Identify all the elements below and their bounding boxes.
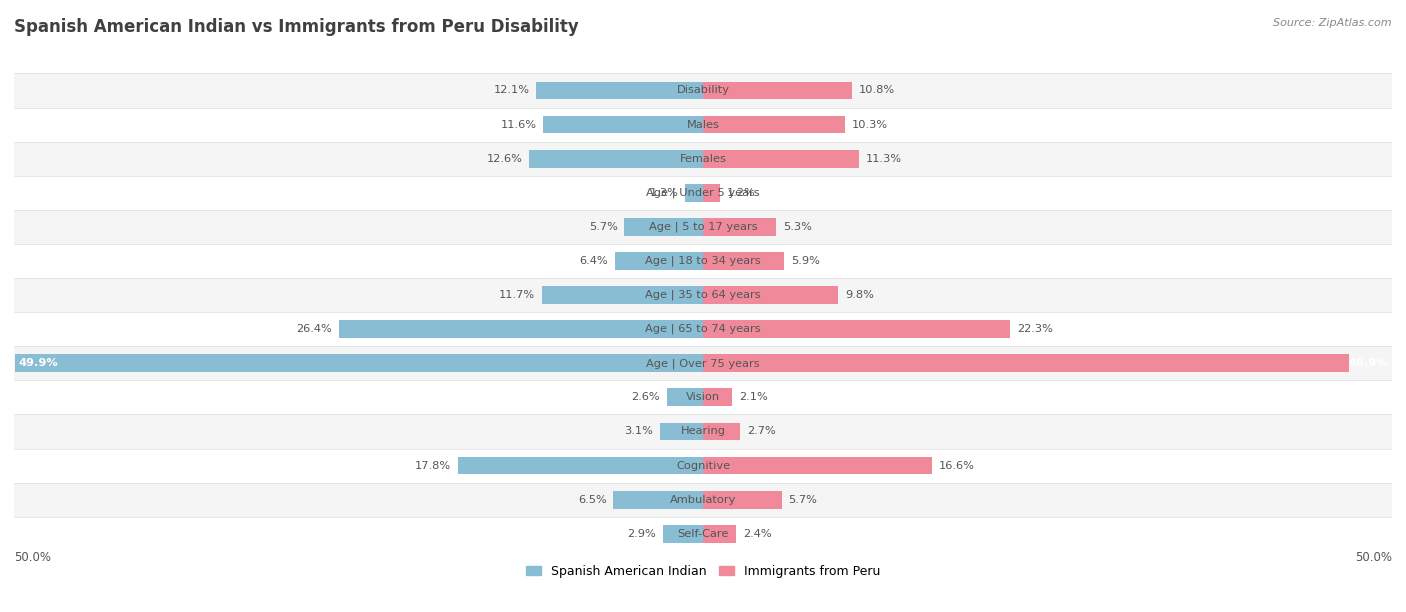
Bar <box>15 354 703 372</box>
Text: 2.1%: 2.1% <box>738 392 768 402</box>
Bar <box>14 380 1392 414</box>
Bar <box>703 218 776 236</box>
Text: Cognitive: Cognitive <box>676 461 730 471</box>
Text: 9.8%: 9.8% <box>845 290 873 300</box>
Text: 5.3%: 5.3% <box>783 222 811 232</box>
Text: Age | 5 to 17 years: Age | 5 to 17 years <box>648 222 758 232</box>
Text: 22.3%: 22.3% <box>1017 324 1053 334</box>
Bar <box>14 244 1392 278</box>
Text: Vision: Vision <box>686 392 720 402</box>
Bar <box>14 73 1392 108</box>
Bar <box>14 517 1392 551</box>
Bar <box>339 320 703 338</box>
Bar <box>703 184 720 201</box>
Text: Self-Care: Self-Care <box>678 529 728 539</box>
Bar <box>664 525 703 543</box>
Text: 10.3%: 10.3% <box>852 119 889 130</box>
Bar <box>14 414 1392 449</box>
Text: Age | Over 75 years: Age | Over 75 years <box>647 358 759 368</box>
Bar <box>703 81 852 99</box>
Bar <box>703 286 838 304</box>
Bar <box>703 491 782 509</box>
Text: 50.0%: 50.0% <box>14 551 51 564</box>
Text: 2.9%: 2.9% <box>627 529 657 539</box>
Bar <box>703 320 1011 338</box>
Bar <box>703 252 785 270</box>
Text: Age | 18 to 34 years: Age | 18 to 34 years <box>645 256 761 266</box>
Text: 5.9%: 5.9% <box>792 256 820 266</box>
Text: Age | 35 to 64 years: Age | 35 to 64 years <box>645 290 761 300</box>
Text: 12.1%: 12.1% <box>494 86 530 95</box>
Bar <box>703 354 1350 372</box>
Bar <box>14 278 1392 312</box>
Bar <box>458 457 703 474</box>
Text: 16.6%: 16.6% <box>939 461 974 471</box>
Bar <box>14 176 1392 210</box>
Text: 1.2%: 1.2% <box>727 188 755 198</box>
Bar <box>14 312 1392 346</box>
Bar <box>14 483 1392 517</box>
Text: Disability: Disability <box>676 86 730 95</box>
Text: 3.1%: 3.1% <box>624 427 654 436</box>
Text: 2.7%: 2.7% <box>747 427 776 436</box>
Text: Age | Under 5 years: Age | Under 5 years <box>647 187 759 198</box>
Text: 5.7%: 5.7% <box>789 494 817 505</box>
Bar <box>14 141 1392 176</box>
Text: 11.7%: 11.7% <box>499 290 534 300</box>
Bar <box>543 116 703 133</box>
Text: Hearing: Hearing <box>681 427 725 436</box>
Bar <box>703 150 859 168</box>
Bar <box>541 286 703 304</box>
Bar <box>661 423 703 440</box>
Text: 26.4%: 26.4% <box>297 324 332 334</box>
Text: Source: ZipAtlas.com: Source: ZipAtlas.com <box>1274 18 1392 28</box>
Bar <box>536 81 703 99</box>
Bar <box>14 449 1392 483</box>
Legend: Spanish American Indian, Immigrants from Peru: Spanish American Indian, Immigrants from… <box>520 560 886 583</box>
Bar <box>703 389 733 406</box>
Text: Ambulatory: Ambulatory <box>669 494 737 505</box>
Text: 6.5%: 6.5% <box>578 494 606 505</box>
Text: 50.0%: 50.0% <box>1355 551 1392 564</box>
Bar <box>613 491 703 509</box>
Bar <box>668 389 703 406</box>
Bar <box>614 252 703 270</box>
Bar <box>530 150 703 168</box>
Text: 2.6%: 2.6% <box>631 392 661 402</box>
Bar <box>14 346 1392 380</box>
Text: 2.4%: 2.4% <box>742 529 772 539</box>
Text: 12.6%: 12.6% <box>486 154 523 163</box>
Text: 1.3%: 1.3% <box>650 188 678 198</box>
Bar <box>703 457 932 474</box>
Text: Males: Males <box>686 119 720 130</box>
Bar <box>685 184 703 201</box>
Bar <box>703 525 737 543</box>
Text: 46.9%: 46.9% <box>1348 358 1388 368</box>
Bar <box>14 210 1392 244</box>
Bar <box>703 423 740 440</box>
Bar <box>624 218 703 236</box>
Bar <box>14 108 1392 141</box>
Text: Spanish American Indian vs Immigrants from Peru Disability: Spanish American Indian vs Immigrants fr… <box>14 18 579 36</box>
Text: 6.4%: 6.4% <box>579 256 607 266</box>
Text: 17.8%: 17.8% <box>415 461 451 471</box>
Text: Females: Females <box>679 154 727 163</box>
Text: 49.9%: 49.9% <box>18 358 58 368</box>
Text: 10.8%: 10.8% <box>859 86 894 95</box>
Text: 5.7%: 5.7% <box>589 222 617 232</box>
Text: Age | 65 to 74 years: Age | 65 to 74 years <box>645 324 761 334</box>
Bar <box>703 116 845 133</box>
Text: 11.3%: 11.3% <box>866 154 901 163</box>
Text: 11.6%: 11.6% <box>501 119 536 130</box>
